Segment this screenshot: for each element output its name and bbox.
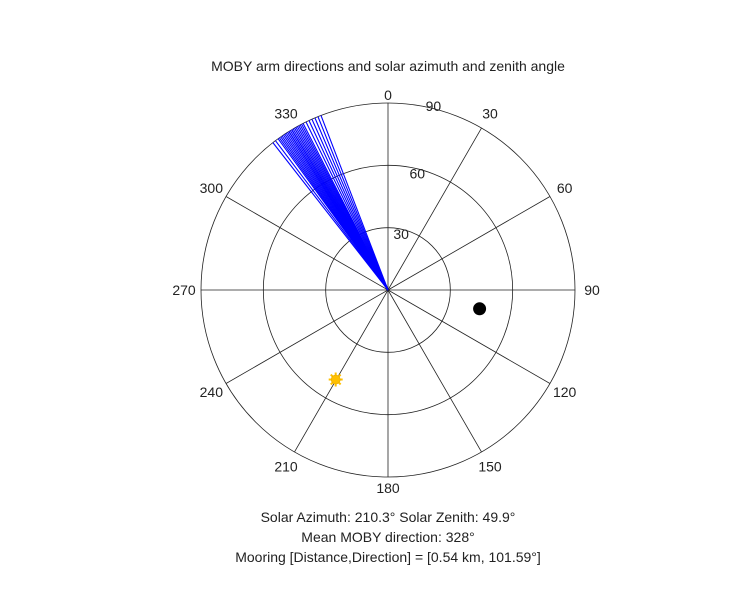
sun-disc — [330, 374, 341, 385]
angular-gridline — [387, 196, 551, 291]
angle-tick-label: 0 — [384, 87, 392, 103]
angle-tick-label: 60 — [557, 180, 573, 196]
radius-tick-label: 90 — [426, 98, 442, 114]
chart-markers — [328, 302, 487, 387]
angle-tick-label: 150 — [478, 459, 502, 475]
sun-marker — [328, 372, 343, 387]
angle-tick-label: 180 — [376, 480, 400, 496]
mooring-text: Mooring [Distance,Direction] = [0.54 km,… — [235, 549, 541, 565]
angular-gridline — [387, 289, 551, 384]
radial-gridline — [325, 227, 451, 353]
mooring-marker — [473, 302, 487, 316]
angle-tick-label: 30 — [482, 105, 498, 121]
angle-tick-label: 300 — [200, 180, 224, 196]
radial-gridline — [200, 102, 576, 478]
angle-tick-label: 270 — [172, 282, 196, 298]
moby-arm-line — [320, 115, 389, 291]
mean-moby-direction-text: Mean MOBY direction: 328° — [301, 529, 475, 545]
radius-tick-label: 60 — [409, 166, 425, 182]
angular-gridline — [387, 289, 482, 453]
angle-tick-label: 240 — [200, 384, 224, 400]
angular-gridline — [294, 289, 389, 453]
moby-arm-directions — [272, 115, 389, 291]
angular-gridline — [387, 127, 482, 291]
solar-angles-text: Solar Azimuth: 210.3° Solar Zenith: 49.9… — [260, 509, 516, 525]
angular-gridline — [225, 196, 389, 291]
chart-title: MOBY arm directions and solar azimuth an… — [211, 58, 565, 74]
angle-tick-label: 90 — [584, 282, 600, 298]
angle-tick-label: 120 — [553, 384, 577, 400]
angle-tick-label: 210 — [274, 459, 298, 475]
angle-tick-label: 330 — [274, 105, 298, 121]
axis-labels: 0 30 60 90 120 150 180 210 240 270 300 330 30 60 90 — [172, 87, 600, 496]
radial-gridline — [262, 164, 514, 416]
radius-tick-label: 30 — [393, 226, 409, 242]
angular-gridline — [225, 289, 389, 384]
